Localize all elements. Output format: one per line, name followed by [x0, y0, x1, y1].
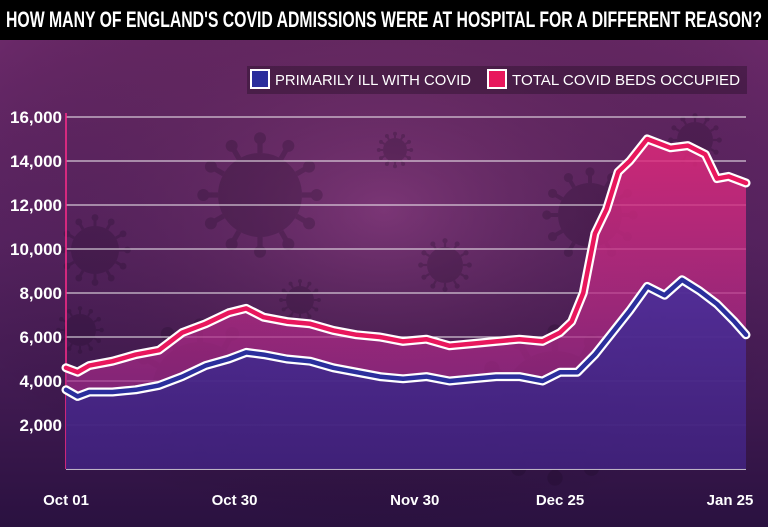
- area-primary: [66, 279, 746, 469]
- x-axis-ticks: Oct 01 Oct 30 Nov 30 Dec 25 Jan 25: [43, 492, 753, 509]
- y-tick-label: 16,000: [10, 108, 62, 127]
- legend-swatch-primary: [250, 69, 270, 89]
- y-tick-label: 6,000: [19, 328, 62, 347]
- title-bar: [0, 0, 768, 40]
- x-tick-label: Oct 30: [212, 492, 258, 509]
- series-lines: [61, 134, 751, 401]
- legend: PRIMARILY ILL WITH COVID TOTAL COVID BED…: [247, 66, 747, 94]
- legend-swatch-total: [487, 69, 507, 89]
- x-tick-label: Oct 01: [43, 492, 89, 509]
- x-tick-label: Dec 25: [536, 492, 584, 509]
- y-tick-label: 4,000: [19, 372, 62, 391]
- line-primary: [63, 277, 749, 399]
- y-tick-label: 2,000: [19, 416, 62, 435]
- line-total: [63, 136, 749, 375]
- x-tick-label: Nov 30: [390, 492, 439, 509]
- virus-shape: [418, 238, 472, 292]
- x-tick-label: Jan 25: [707, 492, 754, 509]
- virus-shape: [56, 306, 104, 354]
- y-tick-label: 12,000: [10, 196, 62, 215]
- y-tick-label: 8,000: [19, 284, 62, 303]
- chart-title: HOW MANY OF ENGLAND'S COVID ADMISSIONS W…: [6, 7, 762, 32]
- legend-label-primary: PRIMARILY ILL WITH COVID: [275, 72, 471, 89]
- y-tick-label: 14,000: [10, 152, 62, 171]
- virus-shape: [59, 214, 131, 286]
- legend-label-total: TOTAL COVID BEDS OCCUPIED: [512, 72, 740, 89]
- series-areas: [66, 139, 746, 469]
- y-tick-label: 10,000: [10, 240, 62, 259]
- virus-shape: [197, 132, 323, 258]
- y-axis-ticks: 2,000 4,000 6,000 8,000 10,000 12,000 14,000 16…: [10, 108, 62, 435]
